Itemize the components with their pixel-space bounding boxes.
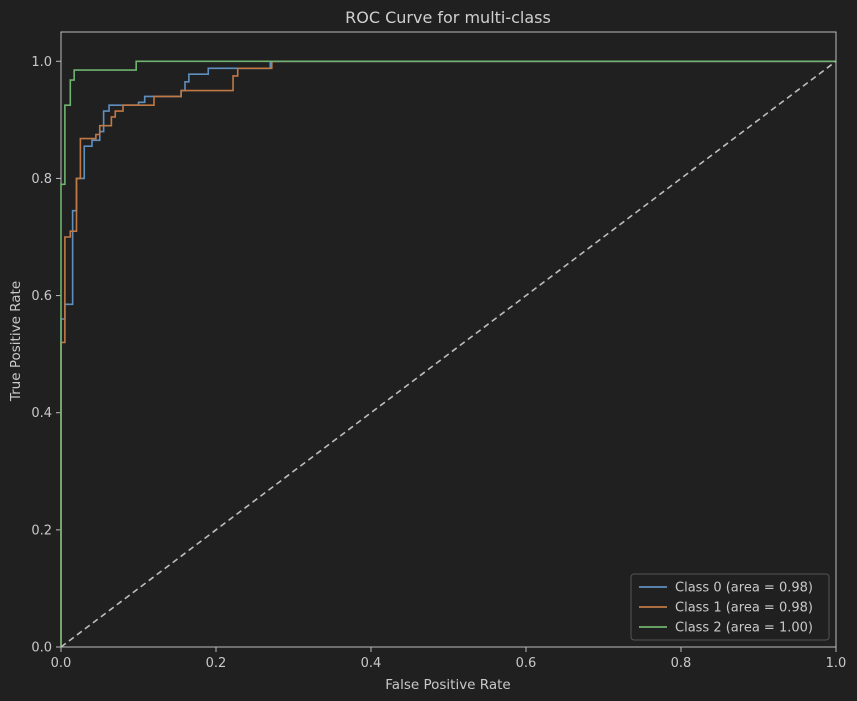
x-axis-label: False Positive Rate bbox=[385, 677, 510, 693]
y-axis-label: True Positive Rate bbox=[8, 281, 24, 402]
y-tick-label: 1.0 bbox=[31, 55, 52, 70]
chance-reference-line bbox=[60, 60, 837, 648]
x-tick-label: 0.2 bbox=[206, 656, 227, 671]
x-tick-label: 0.6 bbox=[516, 656, 537, 671]
legend-label-class-0: Class 0 (area = 0.98) bbox=[675, 581, 813, 596]
legend-label-class-2: Class 2 (area = 1.00) bbox=[675, 621, 813, 636]
y-tick-label: 0.4 bbox=[31, 406, 52, 421]
roc-line-class-2 bbox=[60, 60, 836, 647]
x-tick-label: 1.0 bbox=[826, 656, 847, 671]
x-tick-label: 0.4 bbox=[361, 656, 382, 671]
y-tick-label: 0.6 bbox=[31, 289, 52, 304]
plot-area: 0.0 0.2 0.4 0.6 0.8 1.0 0.0 0.2 0.4 0.6 0.8 1.0 bbox=[31, 31, 847, 671]
y-tick-label: 0.8 bbox=[31, 172, 52, 187]
axes-frame bbox=[60, 31, 837, 648]
legend-label-class-1: Class 1 (area = 0.98) bbox=[675, 601, 813, 616]
legend-box bbox=[630, 573, 830, 641]
roc-line-class-1 bbox=[60, 60, 836, 647]
chart-title: ROC Curve for multi-class bbox=[345, 8, 551, 27]
y-tick-label: 0.0 bbox=[31, 641, 52, 656]
legend: Class 0 (area = 0.98) Class 1 (area = 0.9… bbox=[630, 573, 830, 641]
x-tick-label: 0.8 bbox=[671, 656, 692, 671]
x-tick-label: 0.0 bbox=[51, 656, 72, 671]
y-tick-label: 0.2 bbox=[31, 523, 52, 538]
roc-line-class-0 bbox=[60, 60, 836, 647]
